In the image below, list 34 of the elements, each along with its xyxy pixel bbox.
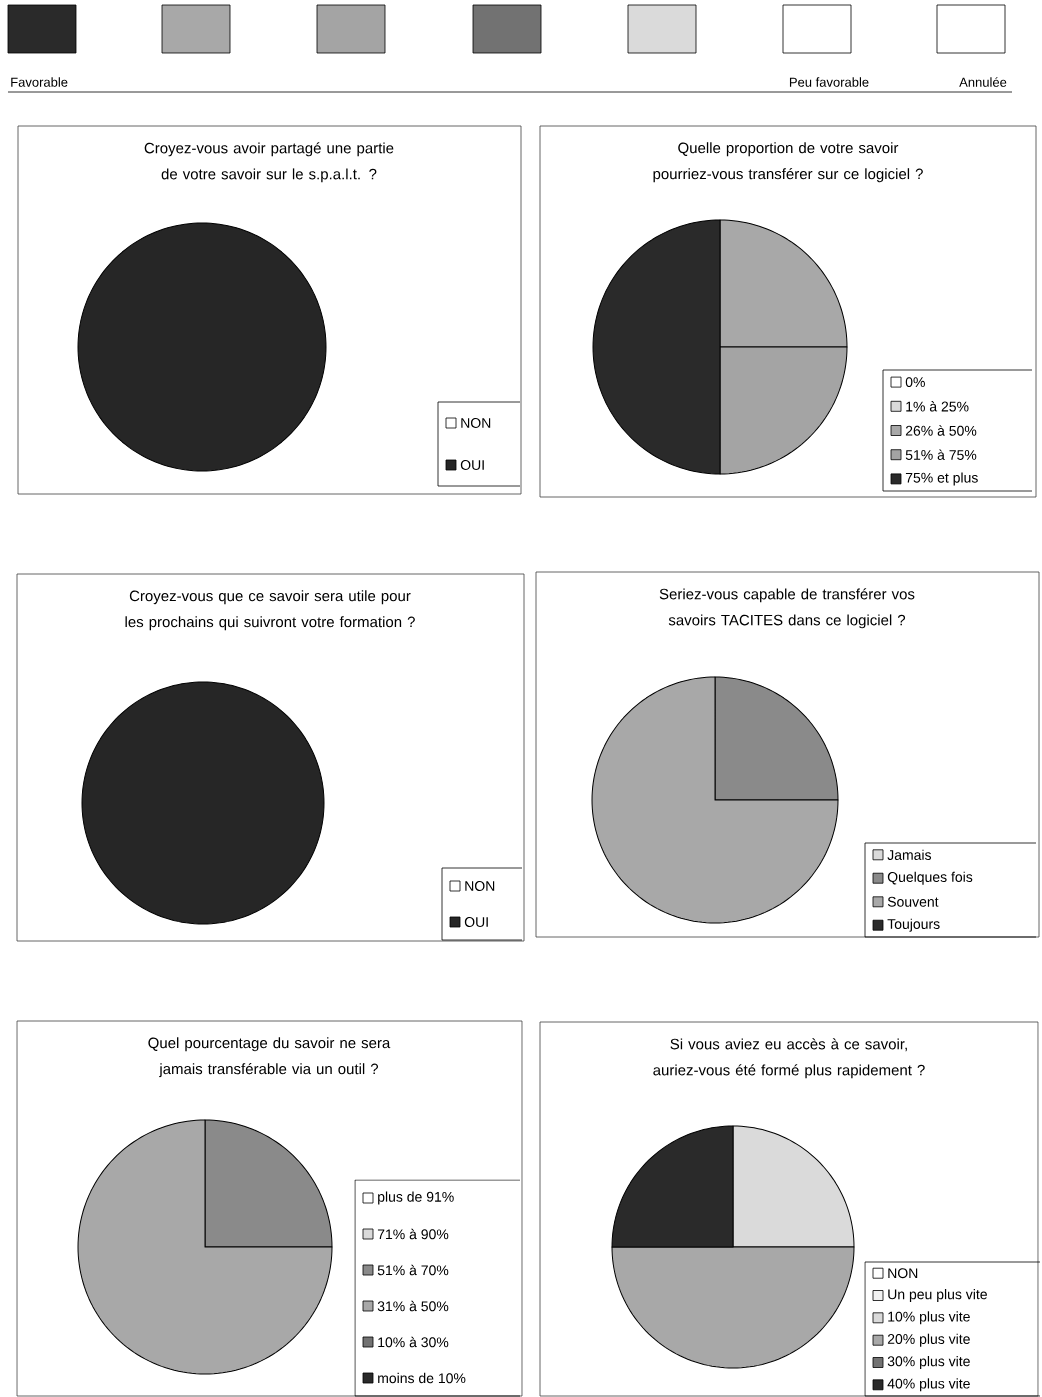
legend-label: moins de 10% xyxy=(378,1372,466,1384)
chart-title: Quelle proportion de votre savoir pourriez-vous transférer sur ce logiciel ? xyxy=(653,142,923,183)
legend-label: 40% plus vite xyxy=(887,1378,970,1392)
legend-label: 10% plus vite xyxy=(888,1311,970,1325)
legend-label: NON xyxy=(888,1268,918,1279)
chart-title: Seriez-vous capable de transférer vos savoirs TACITES dans ce logiciel ? xyxy=(659,588,915,629)
legend-label: 71% à 90% xyxy=(377,1228,449,1240)
legend-label: 51% à 75% xyxy=(905,449,977,460)
legend-label: 20% plus vite xyxy=(887,1333,970,1347)
legend-label: plus de 91% xyxy=(378,1191,454,1205)
text: Annulée xyxy=(959,77,1007,87)
legend-label: 75% et plus xyxy=(905,472,978,486)
chart-title: Croyez-vous que ce savoir sera utile pour les prochains qui suivront votre formation ? xyxy=(125,590,415,631)
text: Peu favorable xyxy=(789,77,869,87)
legend-label: Quelques fois xyxy=(887,871,973,885)
legend-label: Jamais xyxy=(887,849,932,860)
legend-label: Un peu plus vite xyxy=(888,1288,987,1303)
text: Favorable xyxy=(11,77,68,87)
legend-label: 30% plus vite xyxy=(887,1355,970,1370)
legend-label: 0% xyxy=(905,377,925,388)
legend-label: 10% à 30% xyxy=(378,1336,449,1348)
legend-label: NON xyxy=(461,418,491,428)
legend-label: Souvent xyxy=(887,896,939,907)
legend-label: Toujours xyxy=(887,918,940,932)
legend-label: 1% à 25% xyxy=(906,401,969,412)
legend-label: OUI xyxy=(460,460,484,470)
legend-label: 26% à 50% xyxy=(905,425,977,436)
chart-title: Si vous aviez eu accès à ce savoir, auriez-vous été formé plus rapidement ? xyxy=(653,1038,925,1079)
legend-label: NON xyxy=(465,881,495,891)
chart-title: Croyez-vous avoir partagé une partie de votre savoir sur le s.p.a.l.t. ? xyxy=(144,142,394,183)
legend-label: 51% à 70% xyxy=(377,1264,449,1276)
chart-title: Quel pourcentage du savoir ne sera jamais transférable via un outil ? xyxy=(148,1037,391,1078)
legend-label: 31% à 50% xyxy=(377,1300,449,1312)
legend-label: OUI xyxy=(464,917,488,927)
